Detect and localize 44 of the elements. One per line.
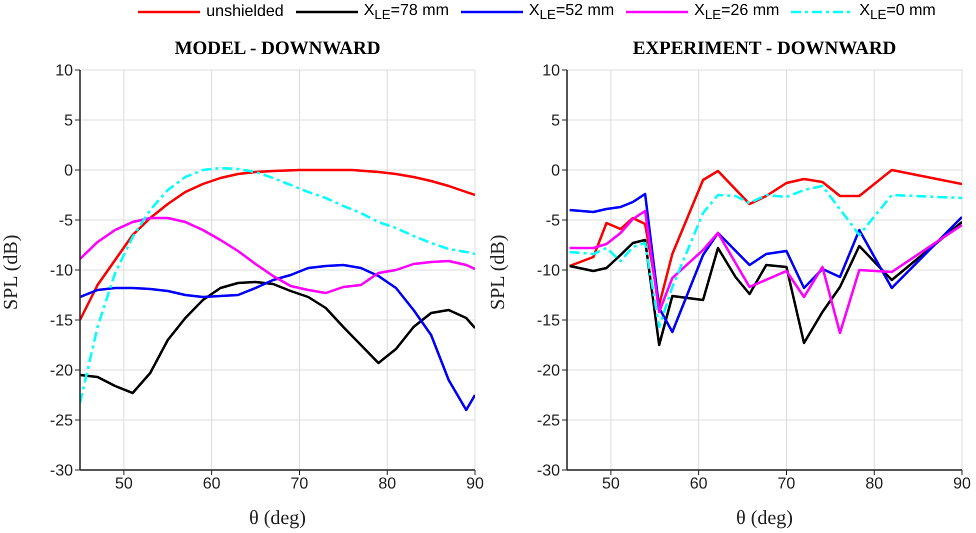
y-tick-label: 0 (64, 162, 74, 180)
line-series (80, 280, 475, 394)
legend-label: X$_{LE}$=78 mm (364, 2, 449, 22)
y-tick-label: -5 (58, 212, 74, 230)
x-tick-label: 90 (953, 475, 971, 492)
y-tick-label: -5 (546, 212, 560, 230)
x-axis-title: θ (deg) (736, 507, 793, 529)
y-tick-label: 5 (64, 112, 74, 130)
legend-label: X$_{LE}$=52 mm (528, 2, 614, 22)
y-tick-label: -25 (50, 412, 74, 430)
x-tick-label: 70 (778, 475, 796, 492)
chart-title: EXPERIMENT - DOWNWARD (632, 38, 898, 60)
line-series (80, 216, 475, 294)
y-tick-label: -30 (536, 462, 560, 480)
y-tick-label: 10 (542, 62, 560, 80)
legend-label: unshielded (206, 3, 284, 22)
x-tick-label: 50 (602, 475, 620, 492)
x-tick-label: 90 (466, 475, 484, 492)
y-tick-label: -20 (50, 362, 74, 380)
y-axis-title: SPL (dB) (0, 234, 22, 310)
line-series (80, 166, 475, 404)
x-tick-label: 70 (290, 475, 308, 492)
chart-title: MODEL - DOWNWARD (174, 38, 382, 60)
y-tick-label: -10 (536, 262, 560, 280)
x-axis-title: θ (deg) (249, 507, 306, 529)
y-tick-label: 0 (551, 162, 560, 180)
x-tick-label: 60 (202, 475, 221, 492)
y-tick-label: -10 (50, 262, 74, 280)
y-tick-label: -30 (50, 462, 74, 480)
y-tick-label: -15 (536, 312, 560, 330)
x-tick-label: 80 (378, 475, 396, 492)
x-tick-label: 80 (865, 475, 884, 492)
x-tick-label: 60 (690, 475, 708, 492)
legend-label: X$_{LE}$=26 mm (694, 2, 780, 22)
x-tick-label: 50 (114, 475, 133, 492)
y-tick-label: -15 (50, 312, 74, 330)
legend-label: X$_{LE}$=0 mm (859, 2, 936, 22)
y-axis-title: SPL (dB) (487, 234, 510, 310)
line-series (80, 264, 475, 412)
y-tick-label: 5 (551, 112, 560, 130)
y-tick-label: -25 (536, 412, 560, 430)
y-tick-label: 10 (55, 62, 74, 80)
line-series (80, 168, 475, 322)
y-tick-label: -20 (536, 362, 560, 380)
